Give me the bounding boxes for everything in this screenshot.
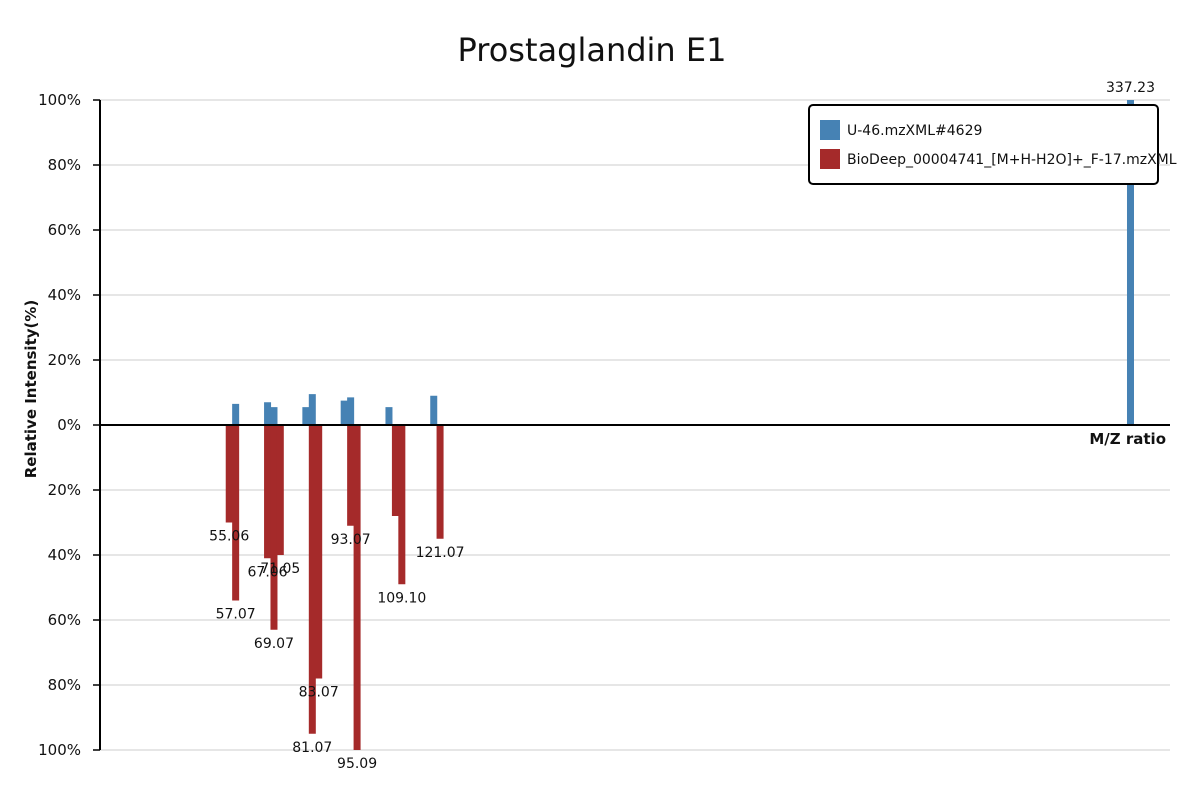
y-tick-label: 0% (57, 416, 81, 434)
reference-peak-bar (308, 425, 316, 734)
query-peak-bar (308, 394, 316, 425)
x-axis-label: M/Z ratio (1089, 430, 1166, 448)
reference-peak-bar (270, 425, 278, 630)
legend-label-reference: BioDeep_00004741_[M+H-H2O]+_F-17.mzXML (847, 152, 1177, 168)
y-tick-label: 80% (48, 676, 81, 694)
y-tick-label: 60% (48, 611, 81, 629)
reference-peak-bar (436, 425, 444, 539)
legend-swatch-query (820, 120, 840, 140)
reference-peak-bar (353, 425, 361, 750)
reference-peak-bar (347, 425, 355, 526)
y-tick-label: 100% (38, 741, 81, 759)
y-tick-label: 20% (48, 481, 81, 499)
legend-box (808, 104, 1159, 185)
peak-label: 337.23 (1106, 80, 1155, 96)
peak-label: 69.07 (254, 636, 294, 652)
peak-label: 95.09 (337, 756, 377, 772)
y-axis-label: Relative Intensity(%) (22, 300, 40, 479)
peak-label: 93.07 (331, 532, 371, 548)
reference-peak-bar (315, 425, 323, 679)
peak-labels: 337.23 55.06 57.07 67.06 69.07 71.05 81.07 83.0… (209, 80, 1155, 772)
y-tick-label: 40% (48, 286, 81, 304)
y-tick-label: 100% (38, 91, 81, 109)
query-peak-bar (385, 407, 393, 425)
query-peak-bar (270, 407, 278, 425)
y-tick-label: 60% (48, 221, 81, 239)
query-peak-bar (302, 407, 310, 425)
query-peak-bar (340, 400, 348, 425)
legend: U-46.mzXML#4629 BioDeep_00004741_[M+H-H2… (808, 104, 1177, 185)
query-peak-bar (264, 402, 272, 425)
axes (93, 99, 1170, 751)
query-peak-bar (232, 403, 240, 425)
peak-bars (225, 100, 1134, 750)
peak-label: 83.07 (299, 685, 339, 701)
reference-peak-bar (225, 425, 233, 523)
y-tick-labels: 100% 80% 60% 40% 20% 0% 20% 40% 60% 80% 100% (38, 91, 81, 759)
legend-swatch-reference (820, 149, 840, 169)
peak-label: 67.06 (248, 564, 288, 580)
peak-label: 109.10 (377, 590, 426, 606)
reference-peak-bar (264, 425, 272, 559)
query-peak-bar (1126, 100, 1134, 425)
peak-label: 55.06 (209, 529, 249, 545)
peak-label: 71.05 (260, 561, 300, 577)
y-tick-label: 80% (48, 156, 81, 174)
query-peak-bar (347, 397, 355, 425)
query-peak-bar (430, 395, 438, 425)
reference-peak-bar (391, 425, 399, 516)
legend-label-query: U-46.mzXML#4629 (847, 123, 982, 139)
reference-peak-bar (276, 425, 284, 555)
y-tick-label: 40% (48, 546, 81, 564)
peak-label: 81.07 (292, 740, 332, 756)
chart-title: Prostaglandin E1 (458, 31, 727, 69)
reference-peak-bar (232, 425, 240, 601)
reference-peak-bar (398, 425, 406, 585)
peak-label: 121.07 (416, 545, 465, 561)
y-tick-label: 20% (48, 351, 81, 369)
peak-label: 57.07 (216, 607, 256, 623)
